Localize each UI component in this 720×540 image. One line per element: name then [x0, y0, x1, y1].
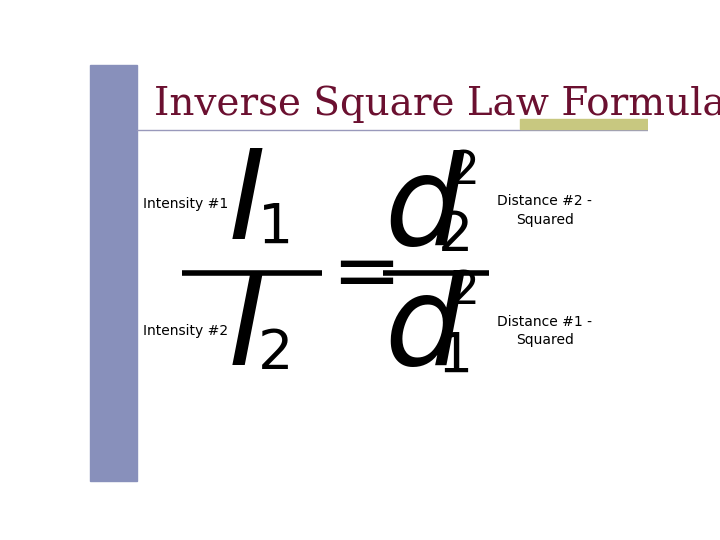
Text: $=$: $=$: [315, 233, 395, 313]
Text: $d$: $d$: [384, 150, 466, 271]
Text: $2$: $2$: [449, 148, 477, 194]
Text: $1$: $1$: [436, 328, 469, 383]
Bar: [520, 119, 648, 129]
Text: $2$: $2$: [449, 268, 477, 314]
Text: Intensity #1: Intensity #1: [143, 197, 228, 211]
Text: Inverse Square Law Formula: Inverse Square Law Formula: [154, 85, 720, 123]
Text: $2$: $2$: [257, 326, 289, 381]
Text: Intensity #2: Intensity #2: [143, 324, 228, 338]
Bar: [90, 65, 138, 481]
Text: $2$: $2$: [437, 208, 469, 263]
Text: $I$: $I$: [228, 271, 264, 392]
Text: Distance #2 -
Squared: Distance #2 - Squared: [498, 194, 593, 226]
Text: $d$: $d$: [384, 271, 466, 392]
Text: Distance #1 -
Squared: Distance #1 - Squared: [498, 315, 593, 347]
Text: $1$: $1$: [257, 199, 289, 254]
Text: $I$: $I$: [228, 144, 264, 265]
